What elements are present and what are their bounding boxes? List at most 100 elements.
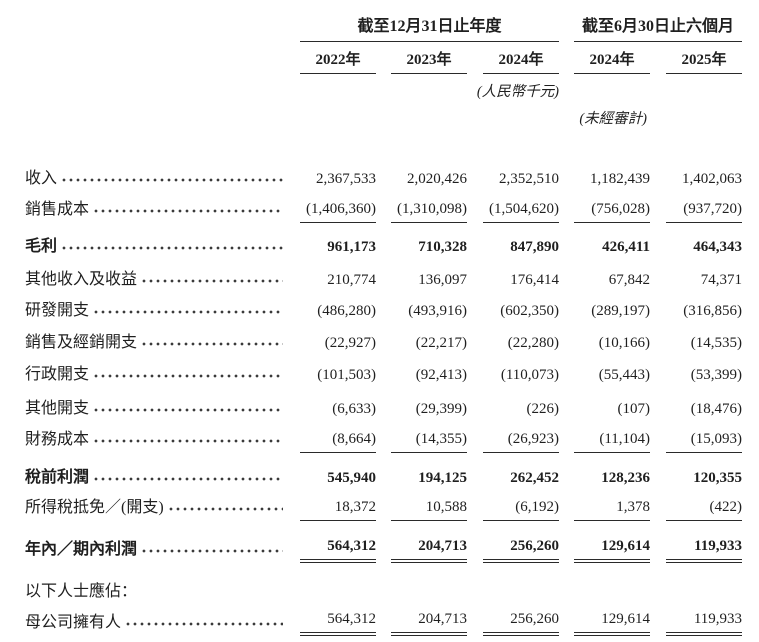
cell-value: 129,614 [574, 537, 651, 563]
cell-value: (55,443) [598, 367, 651, 383]
dot-leader [126, 613, 283, 632]
value-cell-2023: 710,328 [373, 223, 467, 260]
value-cell-2024-annual: 847,890 [467, 223, 559, 260]
value-cell-2025-interim: (18,476) [650, 388, 742, 422]
value-cell-2025-interim: 1,402,063 [650, 162, 742, 192]
value-cell-2025-interim: 119,933 [650, 605, 743, 636]
row-label-cell: 母公司擁有人 [0, 605, 300, 636]
table-body: 收入 2,367,533 2,020,426 2,352,510 1,182,4… [0, 162, 743, 636]
cell-value: 136,097 [418, 272, 467, 288]
dot-leader [94, 301, 283, 320]
cell-value: 18,372 [300, 498, 376, 521]
cell-value: 961,173 [327, 239, 376, 255]
table-row: 研發開支 (486,280) (493,916) (602,350) (289,… [0, 293, 742, 324]
cell-value: 74,371 [700, 272, 743, 288]
cell-value: (937,720) [666, 200, 743, 223]
dot-leader [94, 365, 283, 384]
value-cell-2024-interim: 129,614 [559, 605, 651, 636]
value-cell-2024-annual [467, 563, 559, 605]
row-label-cell: 收入 [0, 162, 300, 192]
cell-value: (22,217) [415, 335, 467, 351]
cell-value: 194,125 [418, 470, 467, 486]
cell-value: 176,414 [510, 272, 560, 288]
cell-value: 564,312 [300, 537, 376, 563]
value-cell-2022: (22,927) [300, 324, 376, 356]
value-cell-2025-interim: (15,093) [650, 422, 743, 453]
value-cell-2024-interim: 67,842 [559, 260, 650, 293]
table-row: 毛利 961,173 710,328 847,890 426,411 464,3… [0, 223, 742, 260]
year-header-empty [0, 42, 300, 74]
dot-leader [94, 399, 283, 418]
row-label-cell: 其他收入及收益 [0, 260, 300, 293]
row-label-cell: 財務成本 [0, 422, 300, 453]
row-label-cell: 研發開支 [0, 293, 300, 324]
row-label: 母公司擁有人 [25, 614, 122, 631]
cell-value: 262,452 [510, 470, 560, 486]
value-cell-2024-interim: 129,614 [559, 521, 651, 563]
cell-value: (14,355) [391, 430, 467, 453]
table-header: 截至12月31日止年度 截至6月30日止六個月 2022年 2023年 2024… [0, 6, 743, 162]
dot-leader [62, 237, 283, 256]
unaudited-note: (未經審計) [579, 111, 648, 127]
cell-value: (107) [617, 401, 651, 417]
value-cell-2024-interim: 128,236 [559, 453, 650, 491]
cell-value: (11,104) [574, 430, 651, 453]
cell-value: (101,503) [317, 367, 376, 383]
row-label: 年內／期內利潤 [25, 541, 138, 558]
value-cell-2022: (6,633) [300, 388, 376, 422]
cell-value: 847,890 [510, 239, 560, 255]
unit-note-row: (人民幣千元) [0, 74, 742, 101]
value-cell-2022: 545,940 [300, 453, 376, 491]
value-cell-2024-interim: (107) [559, 388, 651, 422]
value-cell-2025-interim: (316,856) [650, 293, 742, 324]
value-cell-2023: 204,713 [373, 521, 467, 563]
value-cell-2023: 136,097 [373, 260, 467, 293]
value-cell-2025-interim: (14,535) [650, 324, 742, 356]
cell-value: (22,927) [324, 335, 376, 351]
cell-value: 564,312 [300, 610, 376, 636]
table-row: 以下人士應佔： [0, 563, 742, 605]
table-row: 其他開支 (6,633) (29,399) (226) (107) (18,47… [0, 388, 742, 422]
unaudited-note-row: (未經審計) [0, 101, 742, 128]
value-cell-2024-annual: 176,414 [467, 260, 559, 293]
cell-value: (8,664) [300, 430, 376, 453]
cell-value: (6,633) [332, 401, 376, 417]
dot-leader [142, 270, 283, 289]
value-cell-2024-interim: (289,197) [559, 293, 650, 324]
value-cell-2024-interim: (11,104) [559, 422, 651, 453]
cell-value: (26,923) [483, 430, 560, 453]
row-label-cell: 年內／期內利潤 [0, 521, 300, 563]
value-cell-2024-annual: (110,073) [467, 356, 559, 388]
cell-value: (92,413) [415, 367, 467, 383]
table-row: 年內／期內利潤 564,312 204,713 256,260 129,614 … [0, 521, 743, 563]
row-label: 以下人士應佔： [25, 583, 138, 600]
column-group-row: 截至12月31日止年度 截至6月30日止六個月 [0, 6, 743, 42]
cell-value: (15,093) [666, 430, 743, 453]
cell-value: (756,028) [574, 200, 651, 223]
value-cell-2022: 2,367,533 [300, 162, 376, 192]
dot-leader [142, 540, 283, 559]
table-row: 行政開支 (101,503) (92,413) (110,073) (55,44… [0, 356, 742, 388]
currency-unit-note: (人民幣千元) [476, 84, 560, 100]
value-cell-2022: (101,503) [300, 356, 376, 388]
row-label: 毛利 [25, 238, 58, 255]
cell-value: (18,476) [690, 401, 743, 417]
year-header-2025-interim: 2025年 [650, 42, 743, 74]
value-cell-2025-interim: 119,933 [650, 521, 743, 563]
cell-value: (422) [666, 498, 743, 521]
value-cell-2024-interim: (10,166) [559, 324, 650, 356]
table-row: 母公司擁有人 564,312 204,713 256,260 129,614 1… [0, 605, 743, 636]
value-cell-2022: 18,372 [300, 491, 376, 521]
cell-value: 2,020,426 [407, 171, 467, 187]
table-row: 銷售成本 (1,406,360) (1,310,098) (1,504,620)… [0, 192, 743, 223]
row-label: 銷售成本 [25, 201, 90, 218]
cell-value: 256,260 [483, 610, 560, 636]
cell-value: 545,940 [327, 470, 376, 486]
value-cell-2023: (92,413) [373, 356, 467, 388]
value-cell-2024-annual: (1,504,620) [467, 192, 560, 223]
value-cell-2022 [300, 563, 373, 605]
value-cell-2025-interim: 464,343 [650, 223, 742, 260]
table-row: 其他收入及收益 210,774 136,097 176,414 67,842 7… [0, 260, 742, 293]
cell-value: 67,842 [608, 272, 651, 288]
value-cell-2025-interim: 120,355 [650, 453, 742, 491]
